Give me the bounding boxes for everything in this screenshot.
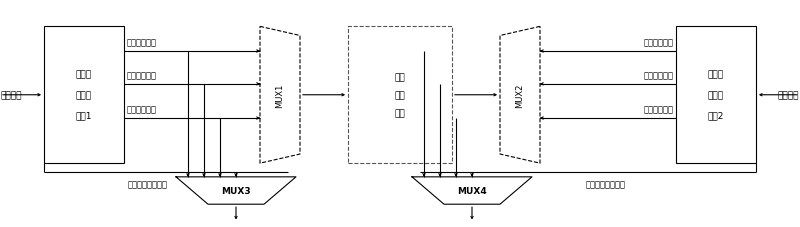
Text: 集合: 集合 <box>394 73 406 82</box>
Text: 规约运算输出: 规约运算输出 <box>643 71 674 80</box>
Text: 输入数据: 输入数据 <box>1 91 22 100</box>
Text: 值运算: 值运算 <box>708 91 724 100</box>
Text: 基本二: 基本二 <box>76 70 92 79</box>
Text: MUX2: MUX2 <box>515 83 525 107</box>
Text: MUX1: MUX1 <box>275 83 285 107</box>
Text: 二值图像输入数据: 二值图像输入数据 <box>128 179 168 188</box>
Text: 值运算: 值运算 <box>76 91 92 100</box>
Text: 单元2: 单元2 <box>708 111 724 120</box>
Text: MUX3: MUX3 <box>221 186 251 195</box>
Text: 二值图像输入数据: 二值图像输入数据 <box>586 179 626 188</box>
Text: 逻辑运算输出: 逻辑运算输出 <box>643 38 674 47</box>
Bar <box>676 27 756 163</box>
Text: 中值滤波输出: 中值滤波输出 <box>126 105 157 114</box>
Text: 规约运算输出: 规约运算输出 <box>126 71 157 80</box>
Text: MUX4: MUX4 <box>457 186 487 195</box>
Text: 输入数据: 输入数据 <box>778 91 799 100</box>
Text: 单元1: 单元1 <box>76 111 92 120</box>
Text: 单元: 单元 <box>394 109 406 118</box>
Text: 基本二: 基本二 <box>708 70 724 79</box>
Bar <box>348 27 452 163</box>
Text: 运算: 运算 <box>394 91 406 100</box>
Text: 逻辑运算输出: 逻辑运算输出 <box>126 38 157 47</box>
Bar <box>44 27 124 163</box>
Text: 中值滤波输出: 中值滤波输出 <box>643 105 674 114</box>
